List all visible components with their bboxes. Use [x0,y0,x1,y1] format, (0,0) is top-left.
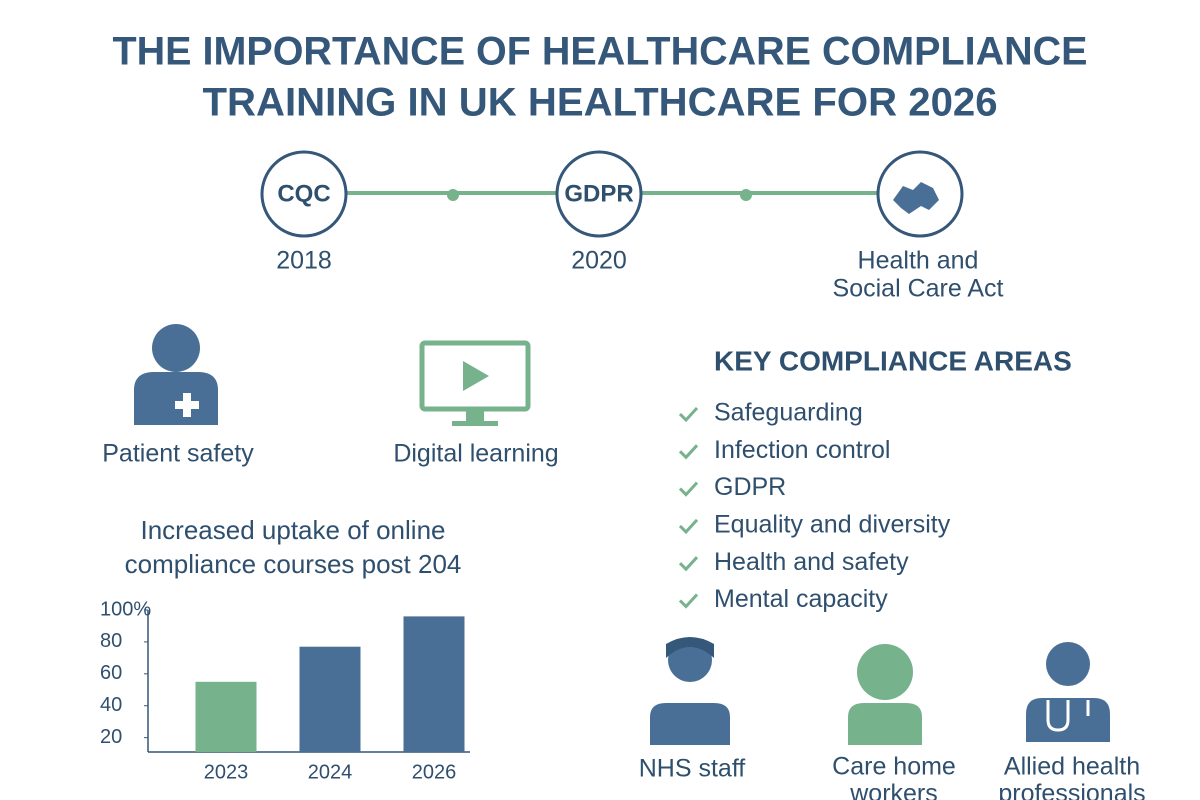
area-item: Mental capacity [714,585,888,613]
audience-label: Care home [832,753,956,781]
carer-icon [848,703,922,745]
chart-title: Increased uptake of online [141,515,446,545]
x-tick-label: 2023 [204,761,249,783]
y-tick-label: 40 [100,694,122,716]
timeline-label: 2020 [571,247,627,275]
bar [195,681,257,752]
audience-label: professionals [998,780,1145,800]
badge-text: GDPR [564,180,633,207]
x-tick-label: 2026 [412,761,457,783]
feature-label: Patient safety [102,440,254,468]
x-tick-label: 2024 [308,761,353,783]
audience-label: workers [849,780,938,800]
check-icon [678,518,699,535]
timeline-dot [740,189,752,201]
area-item: GDPR [714,473,786,501]
badge [260,150,348,238]
bar [403,616,465,752]
carer-icon [857,644,913,700]
check-icon [678,593,699,609]
timeline-label: Social Care Act [833,275,1004,303]
play-icon [463,361,489,391]
uk-map-icon [893,182,939,214]
areas-list: Safeguarding Infection control GDPR Equalit… [678,399,951,613]
person-icon [134,372,218,425]
timeline-label: 2018 [276,247,332,275]
bar-chart: Increased uptake of online compliance cou… [100,515,470,783]
area-item: Health and safety [714,548,909,576]
audience-label: NHS staff [639,755,746,783]
check-icon [678,444,699,460]
y-tick-label: 80 [100,630,122,652]
title: TRAINING IN UK HEALTHCARE FOR 2026 [203,81,998,125]
nurse-icon [650,703,730,745]
y-tick-label: 20 [100,726,122,748]
check-icon [678,481,699,497]
timeline-label: Health and [858,247,979,275]
bar [299,646,361,752]
y-tick-label: 100% [100,598,151,620]
cross-icon [175,393,199,417]
area-item: Infection control [714,436,891,464]
feature-label: Digital learning [393,440,558,468]
doctor-icon [1046,642,1090,686]
nurse-cap [666,637,714,658]
y-tick-label: 60 [100,662,122,684]
area-item: Safeguarding [714,399,863,427]
areas-title: KEY COMPLIANCE AREAS [714,345,1072,376]
chart-title: compliance courses post 204 [125,549,462,579]
monitor-stand [452,409,498,426]
person-icon [152,324,200,372]
badge-text: CQC [277,180,330,207]
audience-label: Allied health [1004,753,1140,781]
title: THE IMPORTANCE OF HEALTHCARE COMPLIANCE [113,30,1088,74]
check-icon [678,556,699,572]
check-icon [678,406,699,423]
badge [555,150,643,238]
timeline-dot [447,189,459,201]
area-item: Equality and diversity [714,511,951,539]
stethoscope [1046,700,1090,732]
